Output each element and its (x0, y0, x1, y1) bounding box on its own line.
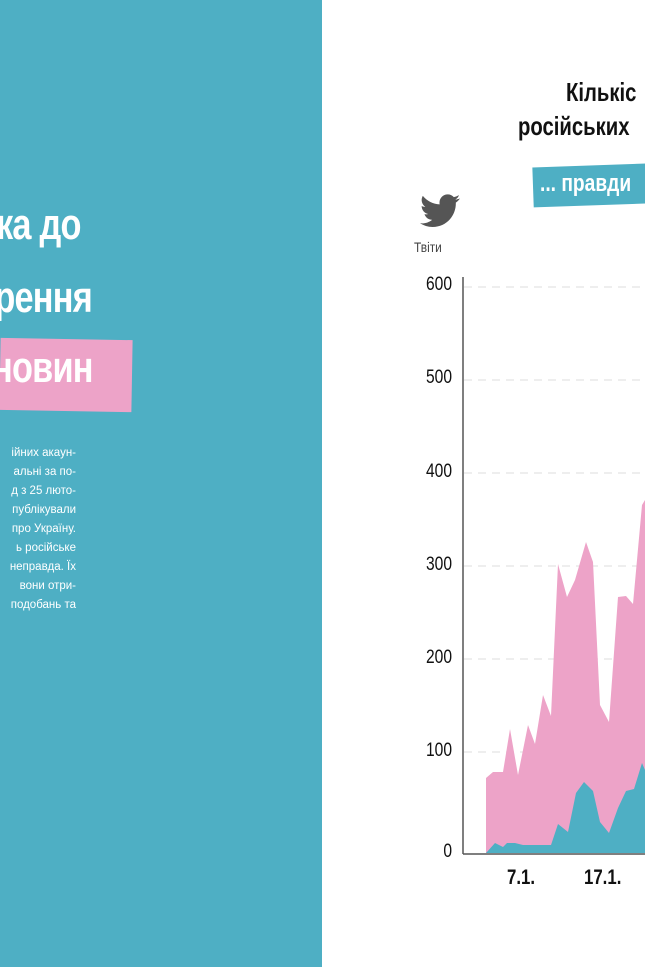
y-tick-500: 500 (426, 367, 452, 388)
body-line: ійних акаун- (11, 447, 76, 459)
x-tick-17-1: 17.1. (584, 866, 622, 889)
body-line: ь російське (15, 542, 76, 554)
y-tick-400: 400 (426, 461, 452, 482)
x-tick-7-1: 7.1. (507, 866, 536, 889)
headline-line-2: ирення (0, 273, 93, 322)
body-line: д з 25 люто- (11, 485, 76, 497)
body-paragraph: ійних акаун- альні за по- д з 25 люто- п… (0, 444, 76, 615)
chart-title-line-2: російських (518, 111, 630, 141)
body-line: публікували (12, 504, 76, 516)
chart-title-line-1: Кількіс (566, 77, 637, 107)
left-info-panel: ка до ирення новин ійних акаун- альні за… (0, 0, 322, 967)
headline-line-3: новин (0, 343, 94, 392)
body-line: неправда. Їх (9, 561, 76, 573)
y-tick-100: 100 (426, 740, 452, 761)
y-tick-200: 200 (426, 647, 452, 668)
twitter-bird-icon (420, 194, 460, 227)
series-truthful-area (486, 763, 645, 853)
body-line: вони отри- (19, 580, 76, 592)
y-tick-0: 0 (443, 841, 452, 862)
headline-line-1: ка до (0, 200, 81, 249)
y-tick-600: 600 (426, 274, 452, 295)
body-line: про Україну. (11, 523, 76, 535)
body-line: альні за по- (13, 466, 76, 478)
body-line: подобань та (10, 599, 76, 611)
y-axis-unit-label: Твіти (414, 239, 442, 255)
series-total-area (486, 500, 645, 853)
y-tick-300: 300 (426, 554, 452, 575)
chart-subtitle: ... правди (540, 170, 632, 197)
